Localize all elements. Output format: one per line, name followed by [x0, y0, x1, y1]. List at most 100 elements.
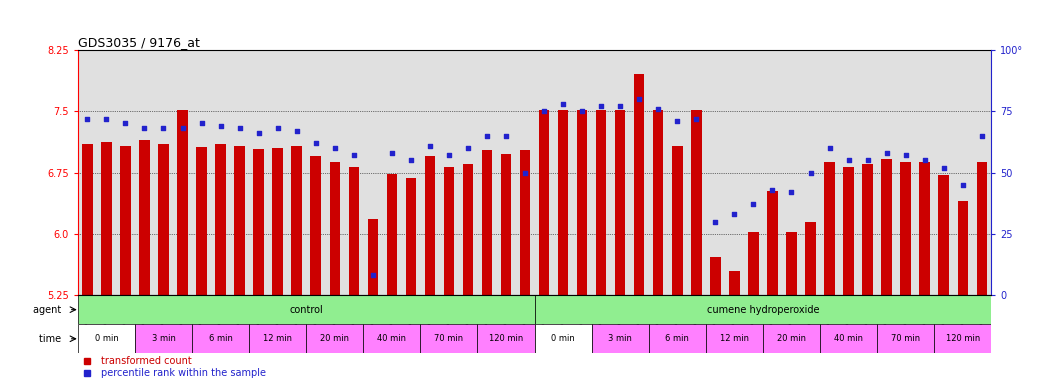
Point: [802, 169, 819, 175]
Point: [764, 187, 781, 193]
Bar: [158, 144, 169, 295]
Text: agent: agent: [33, 305, 64, 314]
Bar: [386, 174, 398, 295]
Bar: [349, 167, 359, 295]
Bar: [177, 109, 188, 295]
Point: [498, 132, 515, 139]
Point: [460, 145, 476, 151]
Point: [421, 142, 438, 149]
Bar: [729, 271, 740, 295]
Bar: [957, 201, 968, 295]
Point: [574, 108, 591, 114]
Point: [917, 157, 933, 163]
Text: 40 min: 40 min: [835, 334, 863, 343]
Point: [631, 96, 648, 102]
Bar: [596, 109, 606, 295]
Bar: [577, 109, 588, 295]
Point: [974, 132, 990, 139]
Text: transformed count: transformed count: [101, 356, 191, 366]
Text: 20 min: 20 min: [777, 334, 805, 343]
Text: 12 min: 12 min: [720, 334, 748, 343]
Bar: [535, 324, 592, 353]
Text: 0 min: 0 min: [551, 334, 575, 343]
Point: [611, 103, 628, 109]
Bar: [934, 324, 991, 353]
Point: [650, 106, 666, 112]
Text: 120 min: 120 min: [489, 334, 523, 343]
Bar: [215, 144, 226, 295]
Bar: [406, 178, 416, 295]
Bar: [82, 144, 92, 295]
Point: [117, 121, 134, 127]
Point: [726, 211, 742, 217]
Point: [231, 125, 248, 131]
Point: [878, 150, 895, 156]
Bar: [363, 324, 420, 353]
Point: [707, 218, 723, 225]
Bar: [767, 191, 777, 295]
Point: [269, 125, 285, 131]
Bar: [691, 109, 702, 295]
Bar: [592, 324, 649, 353]
Bar: [120, 146, 131, 295]
Point: [954, 182, 971, 188]
Point: [840, 157, 856, 163]
Point: [193, 121, 210, 127]
Bar: [425, 156, 435, 295]
Bar: [614, 109, 626, 295]
Text: 40 min: 40 min: [378, 334, 406, 343]
Bar: [306, 324, 363, 353]
Bar: [786, 232, 797, 295]
Bar: [477, 324, 535, 353]
Text: 12 min: 12 min: [264, 334, 292, 343]
Text: 6 min: 6 min: [665, 334, 689, 343]
Point: [250, 130, 267, 136]
Bar: [135, 324, 192, 353]
Bar: [977, 162, 987, 295]
Point: [554, 101, 571, 107]
Point: [383, 150, 400, 156]
Point: [668, 118, 685, 124]
Point: [745, 201, 762, 207]
Bar: [805, 222, 816, 295]
Bar: [253, 149, 264, 295]
Bar: [292, 146, 302, 295]
Bar: [535, 295, 991, 324]
Point: [859, 157, 876, 163]
Point: [517, 169, 534, 175]
Text: time: time: [38, 334, 64, 344]
Bar: [748, 232, 759, 295]
Point: [440, 152, 457, 159]
Bar: [539, 109, 549, 295]
Bar: [420, 324, 477, 353]
Bar: [196, 147, 207, 295]
Bar: [843, 167, 854, 295]
Point: [783, 189, 799, 195]
Point: [98, 116, 114, 122]
Text: 6 min: 6 min: [209, 334, 233, 343]
Point: [212, 123, 228, 129]
Bar: [139, 140, 149, 295]
Bar: [900, 162, 911, 295]
Text: 70 min: 70 min: [434, 334, 464, 343]
Point: [821, 145, 838, 151]
Point: [897, 152, 913, 159]
Bar: [520, 151, 530, 295]
Point: [346, 152, 362, 159]
Bar: [634, 74, 645, 295]
Bar: [881, 159, 892, 295]
Bar: [863, 164, 873, 295]
Bar: [557, 109, 569, 295]
Bar: [101, 142, 112, 295]
Point: [326, 145, 343, 151]
Bar: [249, 324, 306, 353]
Bar: [463, 164, 473, 295]
Bar: [192, 324, 249, 353]
Bar: [443, 167, 455, 295]
Bar: [653, 109, 663, 295]
Text: percentile rank within the sample: percentile rank within the sample: [101, 369, 266, 379]
Text: cumene hydroperoxide: cumene hydroperoxide: [707, 305, 819, 314]
Text: control: control: [290, 305, 323, 314]
Bar: [367, 219, 378, 295]
Bar: [310, 156, 321, 295]
